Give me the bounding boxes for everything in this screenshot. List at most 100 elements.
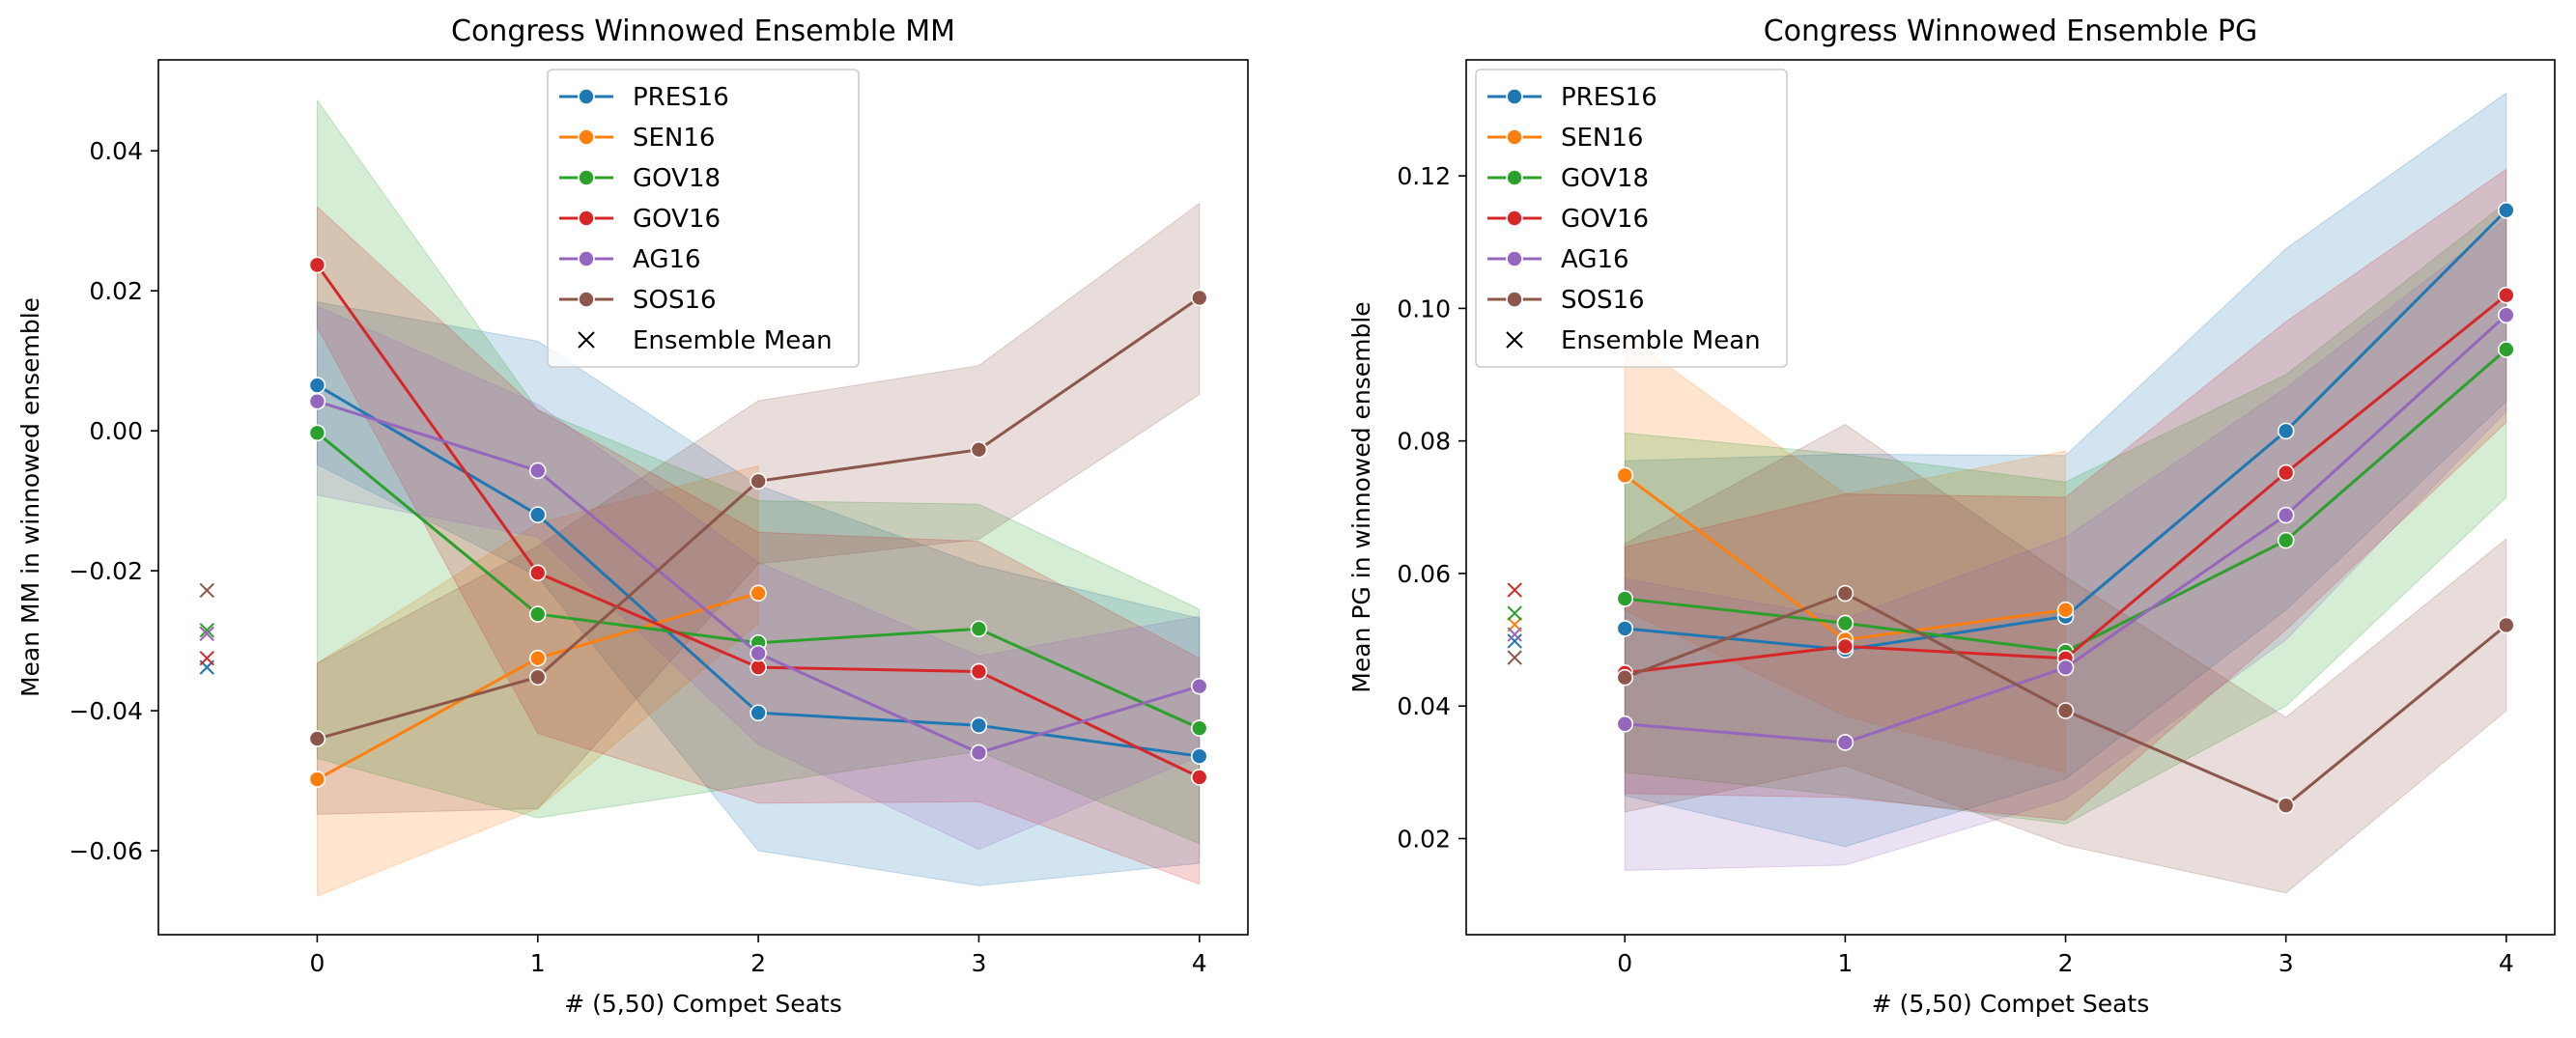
legend-label: GOV18 (633, 164, 721, 193)
x-tick-label: 4 (1192, 949, 1207, 977)
y-axis-label: Mean MM in winnowed ensemble (16, 297, 44, 697)
legend-label: GOV18 (1561, 164, 1649, 193)
x-axis-label: # (5,50) Compet Seats (564, 990, 842, 1018)
ensemble-mean-marker-gov16 (1507, 582, 1522, 598)
data-point-gov16 (2277, 463, 2295, 482)
x-tick-label: 1 (1837, 949, 1853, 977)
y-tick-label: 0.02 (89, 277, 143, 305)
chart-title: Congress Winnowed Ensemble MM (451, 14, 955, 48)
legend-label: SOS16 (633, 286, 717, 315)
legend-marker-ag16 (1506, 250, 1523, 267)
ensemble-mean-marker-pres16 (1507, 633, 1522, 649)
y-tick-label: 0.00 (89, 417, 143, 445)
data-point-pres16 (1190, 747, 1208, 765)
data-point-ag16 (528, 462, 547, 480)
data-point-gov16 (970, 662, 988, 681)
data-point-ag16 (970, 743, 988, 762)
data-point-sos16 (308, 730, 326, 747)
legend-marker-gov16 (578, 210, 595, 227)
legend-marker-pres16 (578, 88, 595, 105)
data-point-ag16 (2056, 659, 2075, 677)
data-point-pres16 (2277, 422, 2295, 440)
x-tick-label: 1 (530, 949, 546, 977)
data-point-gov18 (2277, 531, 2295, 549)
data-point-gov16 (750, 659, 767, 676)
data-point-sos16 (528, 668, 547, 687)
data-point-gov16 (308, 256, 326, 274)
y-tick-label: 0.12 (1397, 162, 1451, 190)
data-point-sos16 (1616, 668, 1634, 687)
data-point-ag16 (1616, 715, 1634, 733)
data-point-ag16 (750, 644, 767, 662)
x-tick-label: 3 (971, 949, 986, 977)
data-point-sos16 (970, 440, 988, 459)
data-point-pres16 (970, 716, 988, 735)
legend-label: AG16 (1561, 245, 1629, 274)
y-tick-label: 0.06 (1397, 560, 1451, 588)
legend-label: GOV16 (633, 205, 721, 234)
legend-marker-ag16 (578, 250, 595, 267)
ensemble-mean-marker-ag16 (1507, 627, 1522, 642)
data-point-gov18 (970, 620, 988, 638)
legend-label: AG16 (633, 245, 701, 274)
x-axis-label: # (5,50) Compet Seats (1872, 990, 2150, 1018)
confidence-band-ag16 (1624, 217, 2507, 871)
y-tick-label: 0.04 (1397, 692, 1451, 720)
y-tick-label: −0.02 (69, 557, 143, 585)
legend-label-ensemble-mean: Ensemble Mean (633, 326, 833, 355)
legend-marker-gov16 (1506, 210, 1523, 227)
y-tick-label: 0.08 (1397, 428, 1451, 456)
data-point-gov18 (1616, 590, 1634, 607)
legend-label: SOS16 (1561, 286, 1645, 315)
ensemble-mean-marker-ag16 (199, 626, 214, 642)
y-tick-label: −0.06 (69, 837, 143, 865)
data-point-gov18 (1190, 719, 1208, 737)
data-point-sen16 (1616, 466, 1634, 485)
ensemble-mean-marker-gov16 (199, 650, 214, 666)
data-point-gov18 (1836, 614, 1854, 632)
chart-panel-mm: 0 1 2 3 4 0.04 0.02 0.00 −0.02 −0.04 −0.06 Congress… (16, 14, 1249, 1018)
data-point-ag16 (2498, 306, 2515, 324)
legend-label: SEN16 (633, 124, 715, 153)
data-point-gov18 (528, 605, 547, 623)
data-point-sen16 (308, 771, 326, 788)
legend-label: GOV16 (1561, 205, 1649, 234)
legend-marker-gov18 (578, 169, 595, 186)
data-point-pres16 (528, 506, 547, 523)
ensemble-mean-marker-sos16 (1507, 650, 1522, 665)
axes-frame (1465, 59, 2556, 936)
legend-label: SEN16 (1561, 124, 1643, 153)
legend-marker-gov18 (1506, 169, 1523, 186)
data-point-pres16 (750, 704, 767, 722)
legend-marker-pres16 (1506, 88, 1523, 105)
data-point-pres16 (2498, 202, 2515, 219)
data-point-ag16 (2277, 506, 2295, 524)
legend-marker-sos16 (1506, 291, 1523, 308)
data-point-sos16 (2277, 797, 2295, 814)
legend-marker-sen16 (578, 128, 595, 146)
x-tick-label: 3 (2279, 949, 2294, 977)
ensemble-mean-marker-gov18 (199, 623, 214, 638)
x-tick-label: 0 (309, 949, 325, 977)
y-tick-label: 0.04 (89, 137, 143, 165)
data-point-pres16 (308, 377, 326, 394)
data-point-gov16 (1836, 637, 1854, 656)
chart-panel-pg: 0 1 2 3 4 0.12 0.10 0.08 0.06 0.04 0.02 Congress Wi… (1347, 14, 2556, 1018)
confidence-band-gov18 (1624, 201, 2507, 825)
x-tick-label: 4 (2499, 949, 2514, 977)
plot-area (199, 98, 1208, 897)
data-point-sen16 (528, 649, 547, 667)
data-point-gov18 (2498, 341, 2515, 358)
ensemble-mean-marker-sos16 (199, 582, 214, 599)
confidence-band-sen16 (1624, 333, 2066, 773)
data-point-sos16 (750, 472, 767, 491)
legend-marker-sos16 (578, 291, 595, 308)
data-point-gov16 (528, 564, 547, 582)
plot-area (1507, 92, 2515, 894)
data-point-sen16 (750, 584, 767, 603)
y-tick-label: −0.04 (69, 697, 143, 725)
data-point-ag16 (1190, 677, 1208, 695)
legend: PRES16 SEN16 GOV18 GOV16 AG16 SOS16 Ensemble M… (547, 69, 860, 368)
legend-marker-ensemble-mean (578, 331, 595, 349)
